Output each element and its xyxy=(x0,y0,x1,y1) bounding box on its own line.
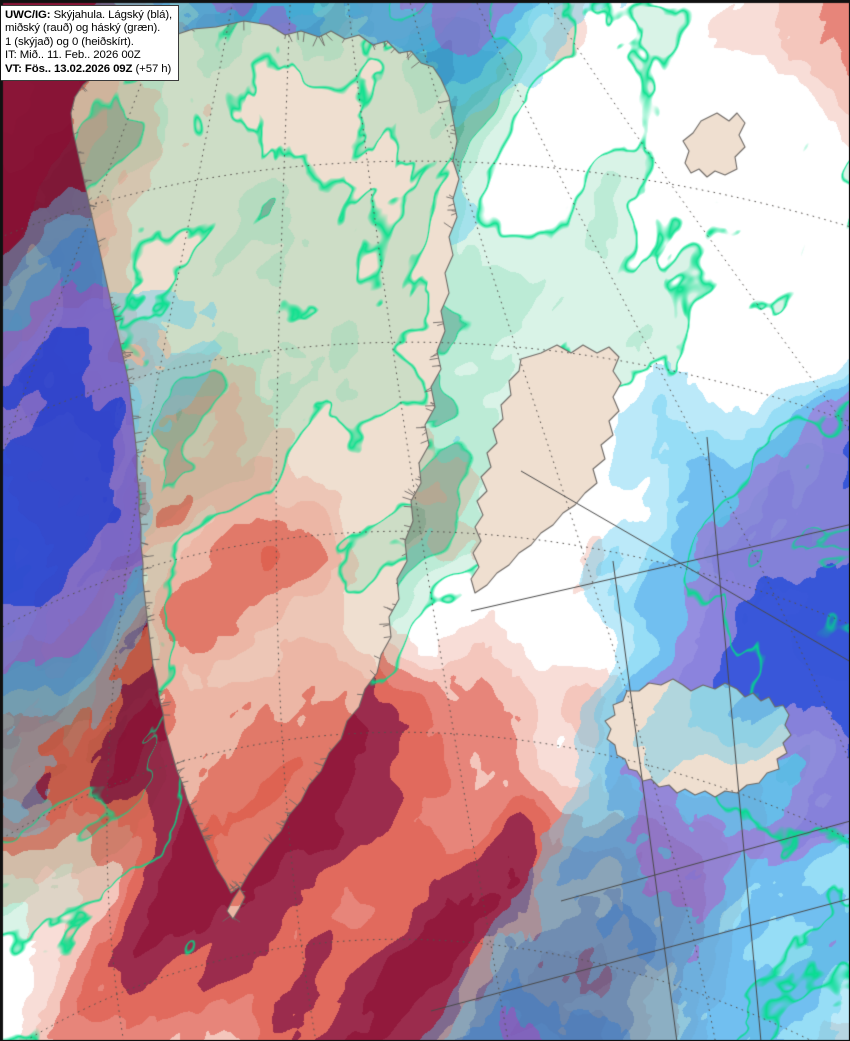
valid-time-text: VT: Fös.. 13.02.2026 09Z xyxy=(5,62,133,75)
legend-text-1: Skýjahula. Lágský (blá), xyxy=(50,9,173,21)
legend-line-3: 1 (skýjað) og 0 (heiðskírt). xyxy=(5,36,174,49)
legend-text-3: 1 (skýjað) og 0 (heiðskírt). xyxy=(5,35,134,48)
legend-text-2: miðský (rauð) og háský (græn). xyxy=(5,22,161,35)
legend-line-1: UWC/IG: Skýjahula. Lágský (blá), xyxy=(5,9,174,22)
legend-line-issue-time: IT: Mið.. 11. Feb.. 2026 00Z xyxy=(5,49,174,62)
forecast-info-box: UWC/IG: Skýjahula. Lágský (blá), miðský … xyxy=(1,5,179,82)
issue-time-text: IT: Mið.. 11. Feb.. 2026 00Z xyxy=(5,49,141,62)
lead-time-text: (+57 h) xyxy=(132,62,172,75)
legend-line-2: miðský (rauð) og háský (græn). xyxy=(5,22,174,35)
legend-line-valid-time: VT: Fös.. 13.02.2026 09Z (+57 h) xyxy=(5,63,174,76)
product-code: UWC/IG: xyxy=(5,9,51,21)
